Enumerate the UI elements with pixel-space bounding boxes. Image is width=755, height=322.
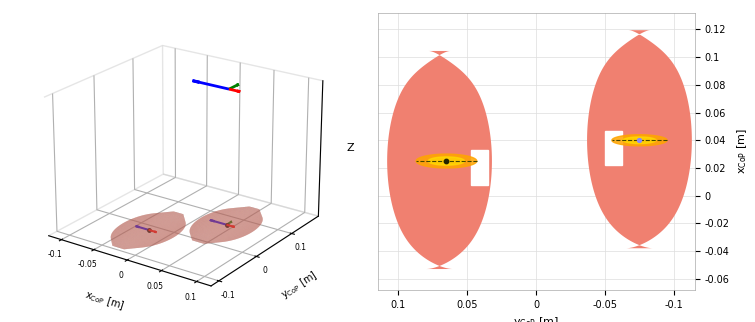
Polygon shape xyxy=(428,157,464,165)
Point xyxy=(633,138,646,143)
Point xyxy=(440,158,452,164)
Polygon shape xyxy=(612,135,667,146)
X-axis label: y$_{\rm CoP}$ [m]: y$_{\rm CoP}$ [m] xyxy=(513,315,559,322)
Polygon shape xyxy=(587,30,692,248)
Polygon shape xyxy=(416,154,476,168)
Y-axis label: x$_{\rm CoP}$ [m]: x$_{\rm CoP}$ [m] xyxy=(735,128,749,174)
X-axis label: x$_{\rm CoP}$ [m]: x$_{\rm CoP}$ [m] xyxy=(82,288,125,313)
Bar xyxy=(605,131,621,165)
Polygon shape xyxy=(623,137,656,144)
Y-axis label: y$_{\rm CoP}$ [m]: y$_{\rm CoP}$ [m] xyxy=(279,268,320,302)
Polygon shape xyxy=(387,51,492,269)
Bar xyxy=(471,150,488,185)
